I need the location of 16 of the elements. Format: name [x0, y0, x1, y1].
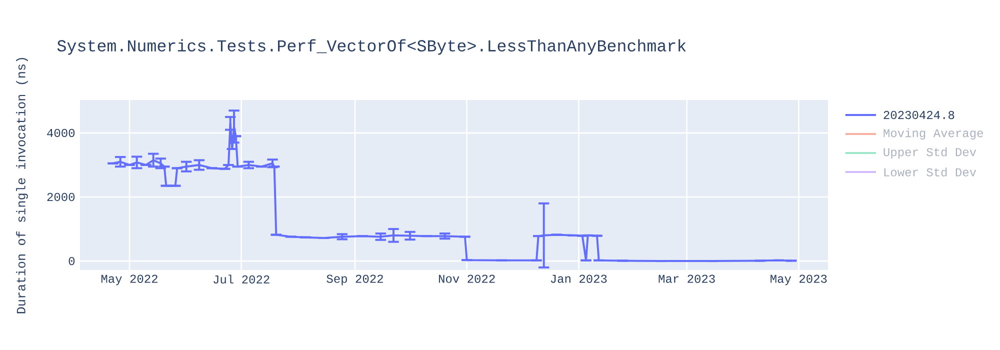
legend-label: Upper Std Dev [884, 147, 976, 159]
x-tick-label: Jan 2023 [550, 274, 607, 283]
y-axis-title: Duration of single invocation (ns) [16, 58, 28, 314]
legend-label: Lower Std Dev [884, 168, 976, 176]
y-tick-label: 4000 [47, 128, 75, 138]
x-tick-label: Sep 2022 [326, 274, 383, 286]
legend-label: 20230424.8 [884, 110, 954, 120]
x-tick-label: May 2023 [770, 274, 827, 286]
x-tick-label: Jul 2022 [214, 274, 270, 284]
x-tick-label: May 2022 [101, 274, 158, 286]
x-tick-label: Nov 2022 [438, 274, 495, 283]
y-tick-label: 0 [68, 256, 75, 266]
y-tick-label: 2000 [47, 192, 75, 202]
legend-label: Moving Average [884, 128, 983, 140]
chart-title: System.Numerics.Tests.Perf_VectorOf<SByte>.LessThanAnyBenchmark [57, 39, 686, 55]
x-tick-label: Mar 2023 [658, 274, 715, 283]
